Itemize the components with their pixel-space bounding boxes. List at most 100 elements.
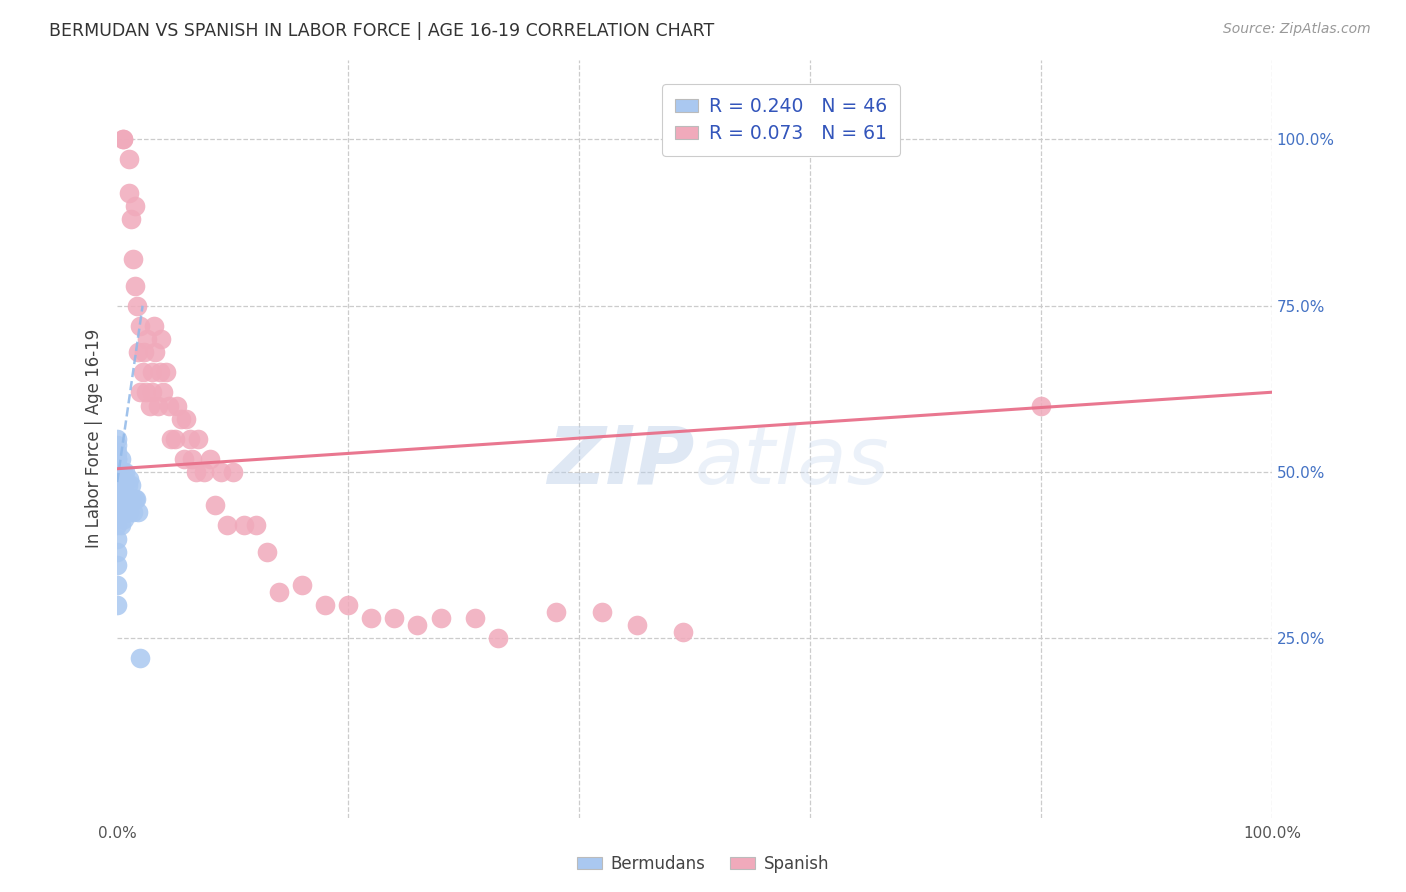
Point	[105, 472, 128, 486]
Point	[129, 651, 152, 665]
Point	[124, 199, 146, 213]
Point	[111, 465, 134, 479]
Point	[187, 432, 209, 446]
Point	[136, 332, 159, 346]
Point	[112, 511, 135, 525]
Point	[204, 499, 226, 513]
Point	[591, 605, 613, 619]
Point	[117, 478, 139, 492]
Point	[406, 618, 429, 632]
Point	[149, 365, 172, 379]
Point	[111, 132, 134, 146]
Point	[105, 478, 128, 492]
Point	[112, 478, 135, 492]
Legend: R = 0.240   N = 46, R = 0.073   N = 61: R = 0.240 N = 46, R = 0.073 N = 61	[662, 84, 900, 156]
Y-axis label: In Labor Force | Age 16-19: In Labor Force | Age 16-19	[86, 329, 103, 549]
Point	[111, 499, 134, 513]
Point	[105, 558, 128, 573]
Point	[124, 491, 146, 506]
Point	[124, 278, 146, 293]
Point	[111, 465, 134, 479]
Point	[163, 432, 186, 446]
Point	[314, 598, 336, 612]
Point	[155, 365, 177, 379]
Point	[429, 611, 451, 625]
Point	[173, 451, 195, 466]
Point	[233, 518, 256, 533]
Point	[291, 578, 314, 592]
Point	[105, 511, 128, 525]
Point	[135, 385, 157, 400]
Point	[141, 365, 163, 379]
Point	[486, 632, 509, 646]
Point	[152, 385, 174, 400]
Point	[382, 611, 405, 625]
Point	[150, 332, 173, 346]
Point	[105, 545, 128, 559]
Point	[114, 465, 136, 479]
Point	[105, 532, 128, 546]
Point	[118, 505, 141, 519]
Point	[138, 399, 160, 413]
Point	[127, 345, 149, 359]
Legend: Bermudans, Spanish: Bermudans, Spanish	[571, 848, 835, 880]
Point	[143, 318, 166, 333]
Text: BERMUDAN VS SPANISH IN LABOR FORCE | AGE 16-19 CORRELATION CHART: BERMUDAN VS SPANISH IN LABOR FORCE | AGE…	[49, 22, 714, 40]
Point	[360, 611, 382, 625]
Point	[111, 505, 134, 519]
Point	[121, 491, 143, 506]
Point	[129, 385, 152, 400]
Text: ZIP: ZIP	[547, 423, 695, 500]
Point	[122, 505, 145, 519]
Point	[105, 478, 128, 492]
Point	[127, 505, 149, 519]
Point	[209, 465, 232, 479]
Point	[141, 385, 163, 400]
Point	[122, 252, 145, 267]
Point	[132, 345, 155, 359]
Text: atlas: atlas	[695, 423, 889, 500]
Point	[105, 505, 128, 519]
Point	[544, 605, 567, 619]
Point	[105, 451, 128, 466]
Point	[245, 518, 267, 533]
Point	[118, 153, 141, 167]
Point	[131, 365, 153, 379]
Point	[221, 465, 243, 479]
Point	[143, 345, 166, 359]
Point	[166, 399, 188, 413]
Point	[115, 491, 138, 506]
Point	[672, 624, 695, 639]
Point	[120, 478, 142, 492]
Point	[267, 584, 290, 599]
Point	[105, 432, 128, 446]
Point	[181, 451, 204, 466]
Point	[118, 491, 141, 506]
Point	[105, 499, 128, 513]
Point	[105, 518, 128, 533]
Point	[105, 485, 128, 500]
Point	[157, 399, 180, 413]
Point	[110, 518, 132, 533]
Point	[124, 491, 146, 506]
Point	[170, 412, 193, 426]
Point	[105, 598, 128, 612]
Point	[626, 618, 648, 632]
Point	[464, 611, 486, 625]
Point	[1029, 399, 1052, 413]
Point	[114, 505, 136, 519]
Point	[118, 186, 141, 200]
Point	[256, 545, 278, 559]
Point	[160, 432, 183, 446]
Point	[176, 412, 198, 426]
Point	[105, 458, 128, 473]
Point	[184, 465, 207, 479]
Point	[198, 451, 221, 466]
Point	[120, 212, 142, 227]
Point	[146, 399, 169, 413]
Point	[129, 318, 152, 333]
Point	[105, 445, 128, 459]
Point	[105, 438, 128, 452]
Point	[215, 518, 238, 533]
Point	[111, 132, 134, 146]
